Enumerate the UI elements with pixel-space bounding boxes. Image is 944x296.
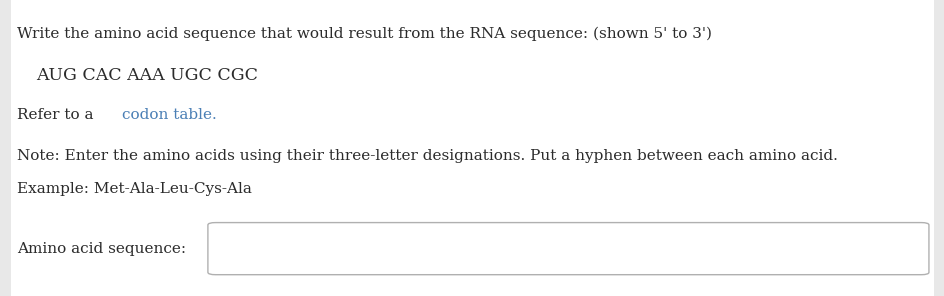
Text: Example: Met-Ala-Leu-Cys-Ala: Example: Met-Ala-Leu-Cys-Ala — [17, 182, 252, 196]
FancyBboxPatch shape — [208, 223, 928, 275]
Text: Refer to a: Refer to a — [17, 108, 98, 122]
Text: codon table.: codon table. — [122, 108, 216, 122]
Text: AUG CAC AAA UGC CGC: AUG CAC AAA UGC CGC — [36, 67, 258, 83]
Text: Amino acid sequence:: Amino acid sequence: — [17, 242, 186, 256]
Text: Note: Enter the amino acids using their three-letter designations. Put a hyphen : Note: Enter the amino acids using their … — [17, 149, 837, 163]
FancyBboxPatch shape — [11, 0, 933, 296]
Text: Write the amino acid sequence that would result from the RNA sequence: (shown 5': Write the amino acid sequence that would… — [17, 27, 711, 41]
